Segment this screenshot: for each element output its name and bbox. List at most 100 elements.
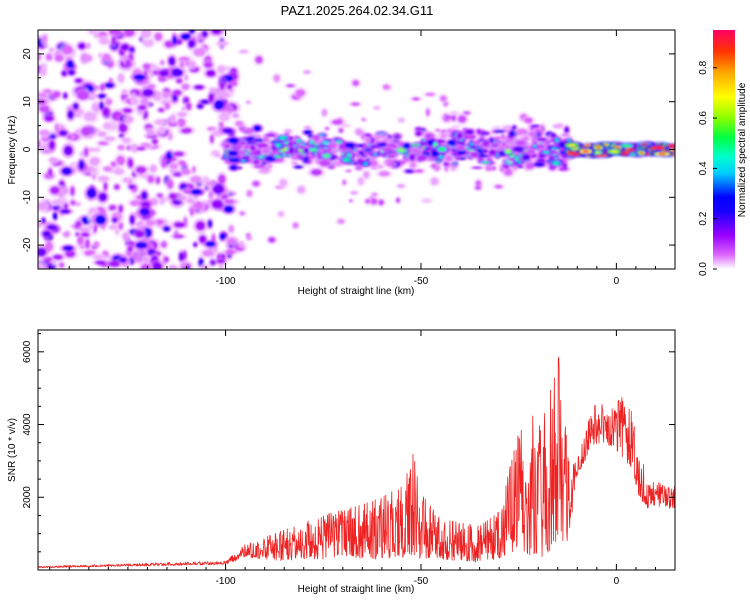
spectrogram-blob (331, 119, 344, 125)
spectrogram-blob (422, 139, 426, 142)
spectrogram-blob (245, 233, 251, 238)
spectrogram-blob (240, 151, 246, 155)
spectrogram-blob (136, 166, 147, 174)
spectrogram-blob (585, 144, 590, 146)
spectrogram-blob (378, 170, 390, 177)
snr-ticks: -100 -50 0 2000 4000 6000 (22, 330, 676, 587)
spectrogram-blob (219, 82, 225, 90)
spectrogram-blob (473, 141, 481, 145)
spectrogram-blob (356, 165, 363, 169)
spectrogram-blob (424, 134, 432, 138)
spectrogram-blob (409, 162, 417, 169)
spectrogram-blob (158, 107, 165, 113)
spectrogram-blob (387, 154, 396, 159)
spectrogram-blob (228, 225, 235, 233)
spectrogram-blob (469, 142, 473, 146)
spectrogram-blob (104, 82, 115, 89)
spectrogram-blob (246, 190, 253, 197)
spectrogram-blob (268, 236, 276, 243)
spectrogram-blob (80, 232, 90, 238)
spectrogram-blob (324, 154, 330, 157)
spectrogram-blob (512, 146, 525, 153)
spectrogram-blob (176, 78, 183, 84)
spectrogram-blob (38, 53, 42, 61)
spectrogram-blob (363, 162, 368, 166)
spectrogram-blob (516, 128, 527, 135)
spectrogram-blob (158, 126, 165, 134)
spectrogram-blob (421, 198, 432, 203)
spectrogram-blob (657, 153, 667, 155)
spectrogram-blob (172, 94, 178, 102)
spectrogram-blob (494, 129, 505, 133)
spectrogram-blob (82, 54, 93, 62)
spectrogram-blob (227, 237, 235, 244)
spectrogram-blob (203, 61, 213, 69)
spectrogram-blob (245, 127, 253, 133)
spectrogram-blob (103, 182, 108, 191)
spectrogram-blob (239, 243, 244, 248)
spectrogram-blob (414, 169, 424, 173)
spectrogram-blob (435, 128, 441, 132)
spectrogram-blob (178, 252, 184, 262)
colorbar-tick-label: 0.0 (698, 262, 709, 276)
spectrogram-blob (275, 155, 282, 158)
spectrogram-blob (114, 168, 125, 175)
spectrogram-blob (155, 176, 161, 185)
y-tick-label: 4000 (22, 413, 33, 436)
spectrogram-blob (279, 136, 287, 140)
spectrogram-blob (137, 104, 147, 111)
spectrogram-blob (530, 124, 540, 128)
spectrogram-blob (50, 186, 60, 195)
spectrogram-blob (336, 141, 341, 144)
spectrogram-blob (125, 116, 134, 124)
spectrogram-blob (304, 147, 309, 154)
spectrogram-blob (79, 227, 91, 233)
spectrogram-blob (224, 144, 231, 149)
spectrogram-blob (621, 144, 630, 147)
spectrogram-blob (394, 134, 401, 138)
spectrogram-blob (38, 139, 41, 149)
spectrogram-blob (103, 122, 112, 130)
spectrogram-blob (403, 142, 411, 149)
spectrogram-blob (193, 48, 206, 57)
spectrogram-blob (91, 168, 97, 174)
spectrogram-blob (445, 155, 453, 162)
spectrogram-blob (62, 45, 73, 55)
spectrogram-blob (253, 159, 260, 166)
spectrogram-blob (440, 133, 447, 139)
spectrogram-blob (321, 109, 328, 117)
spectrogram-blob (439, 95, 447, 102)
spectrogram-blob (179, 195, 187, 201)
spectrogram-blob (142, 88, 154, 97)
spectrogram-blob (190, 175, 202, 184)
spectrogram-blob (59, 262, 65, 268)
spectrogram-blob (436, 138, 446, 144)
spectrogram-blob (190, 188, 202, 195)
spectrogram-blob (222, 127, 234, 134)
spectrogram-xlabel: Height of straight line (km) (298, 286, 415, 297)
spectrogram-blob (212, 184, 225, 194)
spectrogram-blob (48, 140, 56, 151)
spectrogram-blob (537, 137, 548, 142)
spectrogram-blob (527, 149, 535, 154)
spectrogram-blob (161, 160, 166, 168)
spectrogram-blob (494, 184, 503, 189)
spectrogram-blob (434, 143, 437, 147)
spectrogram-blob (108, 260, 121, 267)
spectrogram-blob (162, 92, 169, 99)
spectrogram-blob (453, 162, 457, 165)
spectrogram-blob (457, 150, 467, 155)
spectrogram-blob (273, 74, 281, 83)
spectrogram-blob (297, 139, 300, 143)
spectrogram-blob (485, 165, 492, 172)
spectrogram-blob (181, 262, 187, 267)
spectrogram-blob (58, 130, 68, 137)
spectrogram-blob (131, 94, 136, 104)
colorbar-ticks: 0.0 0.2 0.4 0.6 0.8 (698, 60, 717, 276)
spectrogram-blob (98, 192, 107, 202)
spectrogram-blob (211, 30, 222, 35)
spectrogram-blob (265, 133, 277, 137)
spectrogram-blob (38, 92, 48, 98)
y-tick-label: -10 (22, 190, 33, 205)
spectrogram-blob (70, 199, 76, 206)
